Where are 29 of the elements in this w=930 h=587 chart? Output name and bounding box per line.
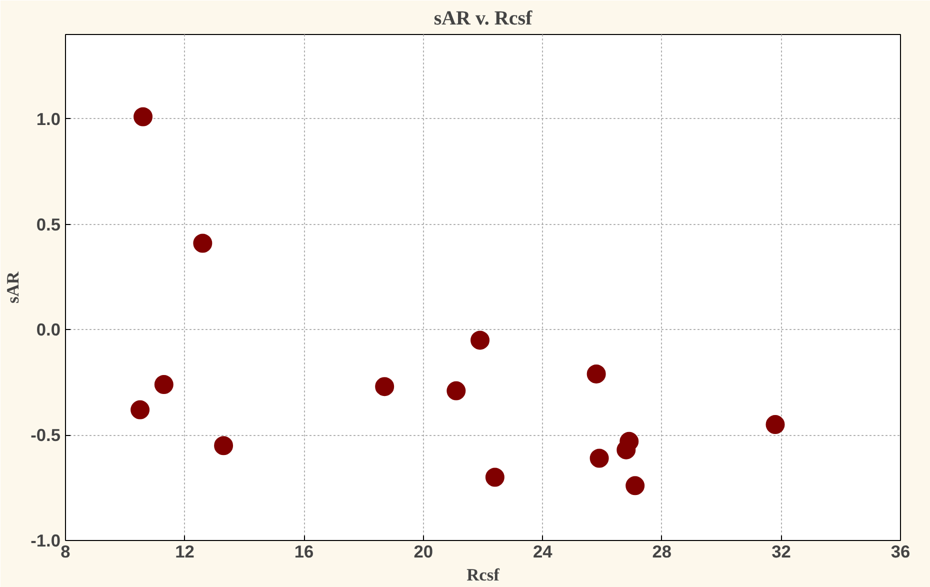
- point: [134, 107, 153, 126]
- y-tick-label: 0.5: [36, 214, 61, 234]
- point: [626, 476, 645, 496]
- y-axis-title: sAR: [4, 271, 23, 304]
- point: [375, 377, 394, 396]
- point: [154, 375, 174, 394]
- x-tick-label: 36: [890, 542, 910, 562]
- chart-title: sAR v. Rcsf: [434, 8, 533, 30]
- y-tick-label: 0.0: [36, 320, 61, 340]
- x-tick-label: 16: [294, 542, 314, 562]
- point: [766, 415, 785, 434]
- point: [586, 364, 606, 384]
- y-tick-label: 1.0: [36, 108, 61, 129]
- x-axis-title: Rcsf: [466, 566, 500, 584]
- x-tick-label: 24: [533, 542, 553, 562]
- x-tick-label: 32: [772, 542, 791, 562]
- x-tick-label: 8: [60, 542, 71, 562]
- point: [470, 330, 490, 350]
- point: [485, 468, 504, 487]
- y-tick-label: -1.0: [30, 530, 60, 550]
- point: [590, 448, 609, 468]
- y-tick-label: -0.5: [30, 425, 61, 446]
- x-tick-label: 20: [414, 542, 433, 562]
- point: [193, 234, 212, 253]
- point: [214, 436, 234, 456]
- point: [446, 381, 466, 400]
- point: [130, 400, 150, 420]
- x-tick-label: 28: [652, 542, 672, 562]
- x-tick-label: 12: [175, 542, 194, 562]
